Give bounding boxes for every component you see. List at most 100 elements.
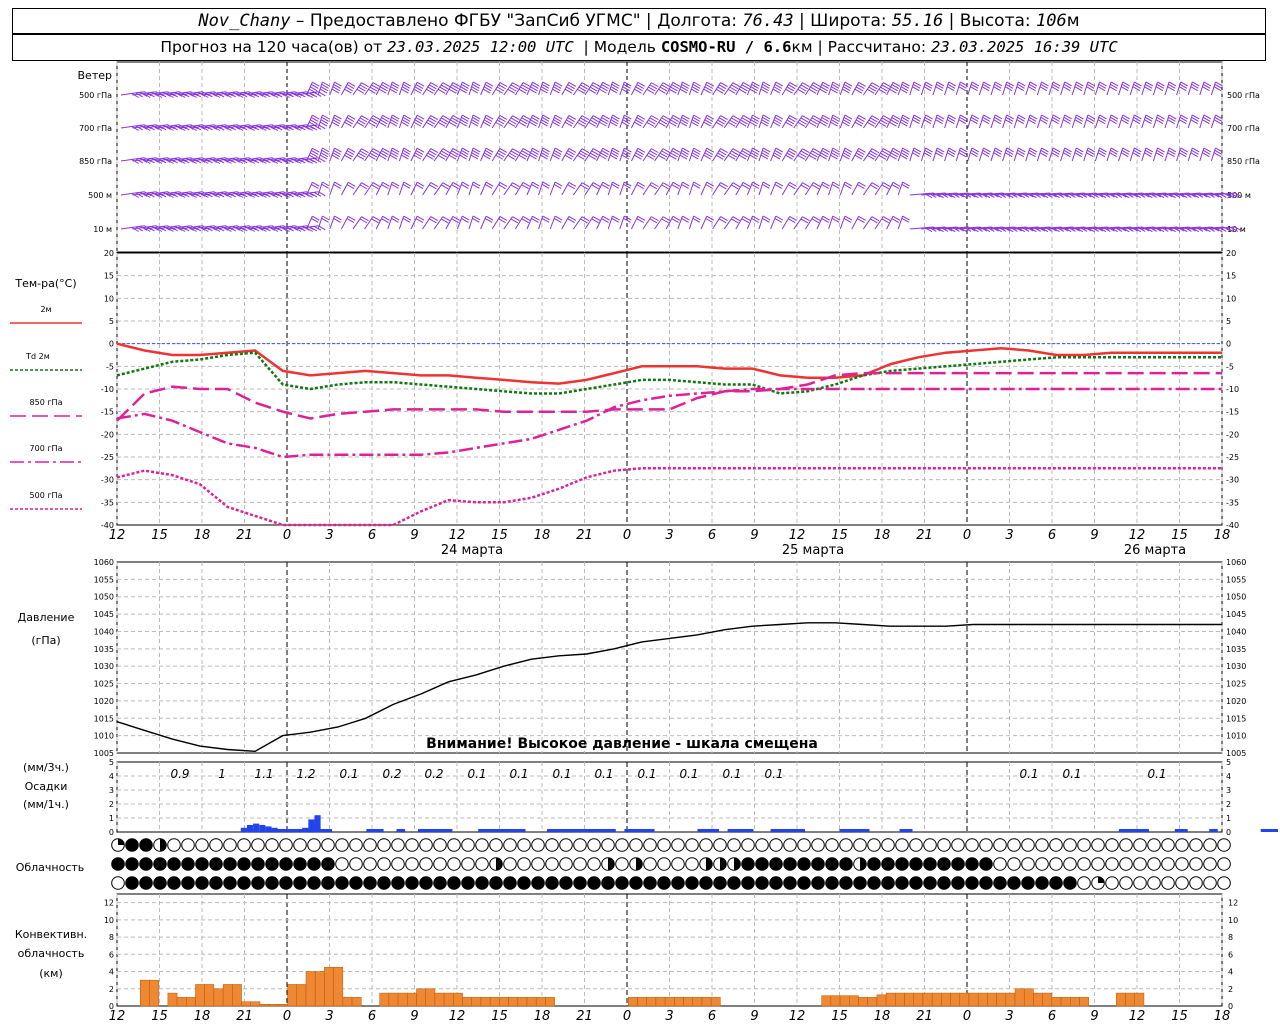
convective-bar [379, 992, 390, 1007]
wind-barb-feather [661, 218, 669, 224]
cloud-circle [811, 857, 825, 871]
date-label: 26 марта [1124, 543, 1186, 558]
wind-barb-feather [460, 152, 468, 158]
wind-barb-feather [760, 121, 769, 127]
wind-barb-feather [312, 81, 320, 87]
wind-barb-feather [542, 114, 550, 120]
wind-barb-feather [732, 148, 741, 154]
cloud-icon [559, 857, 573, 871]
convective-bar [397, 992, 408, 1007]
cloud-circle [755, 838, 769, 852]
wind-barb-feather [881, 218, 890, 224]
wind-barb-feather [437, 154, 446, 160]
y-tick-right: -10 [1226, 385, 1239, 394]
wind-barb-feather [248, 191, 256, 197]
wind-barb-feather [271, 225, 280, 231]
wind-barb-feather [808, 121, 817, 127]
cloud-circle [573, 857, 587, 871]
wind-barb [480, 147, 487, 162]
wind-barb-feather [601, 117, 609, 122]
wind-barb-feather [774, 217, 783, 223]
wind-barb [1094, 81, 1100, 96]
cloud-circle [377, 857, 391, 871]
convective-bar [351, 997, 362, 1007]
wind-barb-feather [437, 121, 446, 127]
wind-barb-feather [612, 181, 620, 187]
y-tick-left: 0 [109, 828, 114, 837]
y-tick-right: 8 [1228, 933, 1233, 942]
cloud-icon [559, 876, 573, 890]
wind-barb-feather [832, 147, 841, 153]
wind-barb-feather [293, 193, 302, 198]
convective-bar [996, 992, 1007, 1007]
wind-barb-feather [635, 152, 643, 158]
wind-barb [619, 114, 625, 129]
wind-barb-feather [510, 117, 519, 123]
wind-barb-feather [426, 121, 434, 127]
cloud-icon [601, 838, 615, 852]
precip-total: 0.1 [1147, 767, 1166, 781]
wind-barb-feather [581, 82, 590, 88]
wind-title: Ветер [78, 69, 112, 82]
wind-barb-feather [251, 92, 260, 98]
wind-barb-feather [789, 115, 797, 120]
wind-barb-feather [302, 157, 310, 163]
wind-barb-feather [510, 150, 519, 156]
wind-barb [329, 215, 335, 230]
wind-barb-feather [854, 154, 863, 160]
wind-barb-feather [924, 83, 932, 89]
wind-barb-feather [716, 154, 724, 160]
convective-bar [287, 984, 298, 1007]
wind-barb-feather [240, 192, 248, 198]
wind-barb-feather [611, 116, 619, 122]
wind-barb-feather [1006, 147, 1014, 153]
wind-barb-feather [624, 81, 632, 87]
cloud-icon [1133, 876, 1147, 890]
wind-barb [607, 81, 613, 96]
wind-barb-feather [994, 114, 1003, 120]
cloud-icon [811, 838, 825, 852]
wind-barb-feather [878, 154, 887, 160]
wind-barb-feather [659, 86, 668, 92]
wind-barb [967, 114, 973, 129]
cloud-circle [293, 838, 307, 852]
wind-barb-feather [720, 82, 728, 87]
wind-barb-feather [554, 114, 563, 120]
cloud-icon [755, 876, 769, 890]
cloud-icon [839, 857, 853, 871]
wind-barb-feather [797, 121, 806, 127]
cloud-circle [503, 876, 517, 890]
date-labels: 24 марта 25 марта 26 марта [441, 543, 1186, 558]
wind-barb [1036, 81, 1042, 96]
wind-barb-feather [1155, 119, 1164, 125]
convective-bar [535, 997, 546, 1007]
wind-barb-feather [742, 215, 751, 221]
wind-barb [990, 114, 996, 129]
wind-barb-feather [415, 184, 424, 189]
wind-barb-feather [429, 84, 437, 90]
wind-barb-feather [623, 116, 631, 122]
wind-barb [1094, 147, 1100, 162]
y-tick-right: 1020 [1226, 697, 1246, 706]
wind-barb-feather [279, 191, 287, 197]
wind-barb-feather [661, 184, 669, 190]
cloud-circle [1161, 857, 1175, 871]
cloud-icon [993, 876, 1007, 890]
wind-barb [816, 81, 824, 96]
wind-barb-feather [601, 84, 609, 89]
cloud-circle [181, 857, 195, 871]
cloud-icon [1077, 857, 1091, 871]
wind-barb-feather [209, 124, 217, 130]
wind-barb-feather [255, 91, 264, 97]
cloud-icon [1147, 876, 1161, 890]
wind-barb-feather [566, 119, 574, 125]
cloud-circle [1147, 857, 1161, 871]
wind-barb-feather [610, 152, 619, 158]
wind-barb [410, 82, 418, 96]
cloud-circle [951, 857, 965, 871]
wind-barb-feather [740, 119, 748, 125]
wind-barb-feather [221, 124, 229, 130]
wind-barb-feather [844, 114, 853, 120]
precip-bars [240, 815, 1278, 832]
wind-barb-feather [923, 152, 932, 158]
